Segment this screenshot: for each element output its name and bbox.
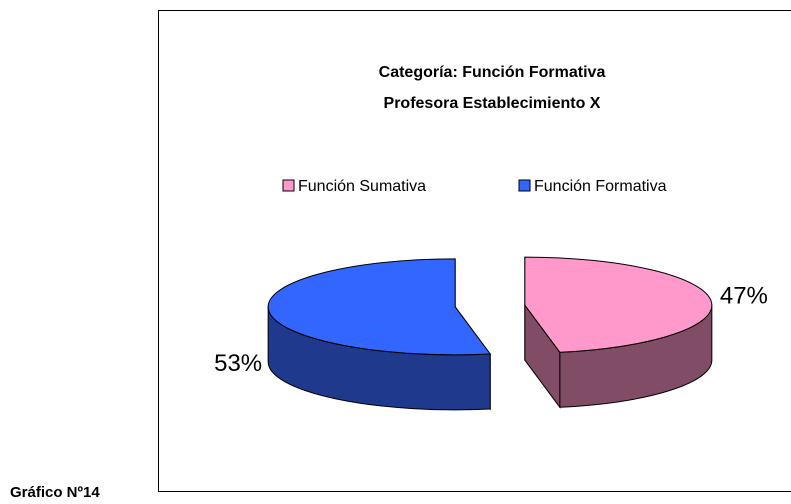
- chart-title: Categoría: Función Formativa: [379, 64, 606, 81]
- legend-label: Función Formativa: [534, 178, 667, 195]
- pie: [267, 256, 713, 411]
- chart-frame: [158, 10, 791, 492]
- slice: [267, 258, 492, 356]
- legend-swatch: [518, 179, 531, 192]
- legend-swatch: [282, 179, 295, 192]
- legend-label: Función Sumativa: [298, 178, 426, 195]
- slice: [524, 256, 713, 353]
- chart-title: Profesora Establecimiento X: [384, 95, 601, 112]
- data-label: 47%: [720, 282, 768, 309]
- caption: Gráfico Nº14: [10, 484, 100, 501]
- data-label: 53%: [214, 350, 262, 377]
